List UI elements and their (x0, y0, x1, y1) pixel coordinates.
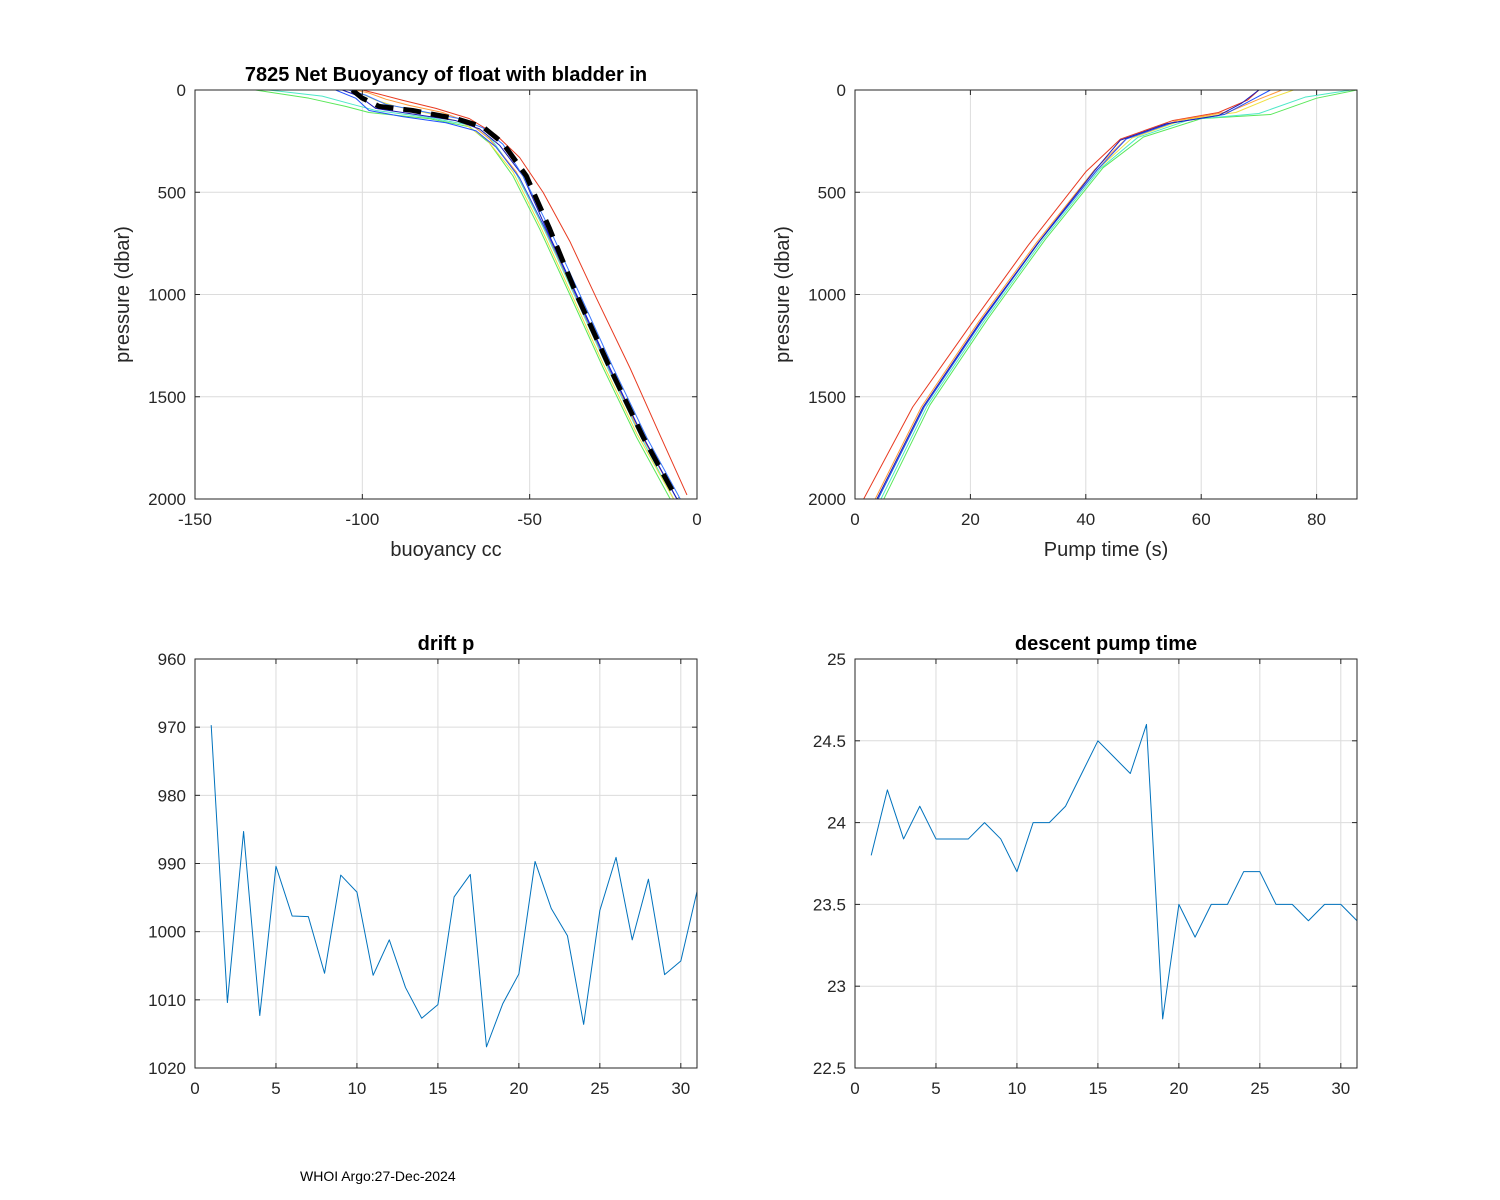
driftp-xtick-label: 25 (590, 1079, 609, 1098)
descentpump-xtick-label: 0 (850, 1079, 859, 1098)
buoyancy-xtick-label: -50 (517, 510, 542, 529)
buoyancy-series-profile-blue-c (348, 90, 681, 499)
pump-time-plot: 0 20 40 60 80 0 500 1000 1500 2000 Pump time (s) pr… (772, 81, 1358, 561)
descentpump-xtick-label: 25 (1250, 1079, 1269, 1098)
buoyancy-title: 7825 Net Buoyancy of float with bladder … (245, 64, 647, 86)
descentpump-ytick-label: 25 (827, 650, 846, 669)
pumptime-xtick-label: 60 (1192, 510, 1211, 529)
buoyancy-ytick-label: 1500 (148, 388, 186, 407)
footer-text: WHOI Argo:27-Dec-2024 (300, 1168, 456, 1184)
buoyancy-mean-line (350, 90, 680, 499)
driftp-ytick-label: 980 (158, 786, 186, 805)
buoyancy-series-profile-red (362, 90, 688, 496)
driftp-ytick-label: 970 (158, 718, 186, 737)
driftp-ytick-label: 960 (158, 650, 186, 669)
drift-p-plot: 0 5 10 15 20 25 30 960 970 980 990 1000 1010 1020 drif… (148, 633, 698, 1098)
buoyancy-series-profile-blue-a (335, 90, 678, 499)
buoyancy-xtick-label: 0 (692, 510, 701, 529)
driftp-title: drift p (418, 633, 475, 655)
driftp-ytick-label: 990 (158, 855, 186, 874)
buoyancy-xtick-label: -150 (178, 510, 212, 529)
descent-pump-time-plot: 0 5 10 15 20 25 30 22.5 23 23.5 24 24.5 25 descent pu… (813, 633, 1358, 1098)
pumptime-series-pump-cyan (880, 90, 1352, 499)
descentpump-title: descent pump time (1015, 633, 1197, 655)
pumptime-ytick-label: 0 (837, 81, 846, 100)
pumptime-series-pump-orange (874, 90, 1283, 499)
descentpump-ytick-label: 24.5 (813, 732, 846, 751)
descentpump-ytick-label: 24 (827, 814, 846, 833)
pumptime-xlabel: Pump time (s) (1044, 539, 1168, 561)
driftp-series-drift-p (210, 725, 697, 1048)
pumptime-series-pump-red (863, 90, 1260, 499)
driftp-xtick-label: 5 (271, 1079, 280, 1098)
descentpump-ytick-label: 23 (827, 977, 846, 996)
descentpump-xtick-label: 20 (1169, 1079, 1188, 1098)
descentpump-ytick-label: 22.5 (813, 1059, 846, 1078)
pumptime-series-pump-green (883, 90, 1357, 499)
pumptime-xtick-label: 40 (1076, 510, 1095, 529)
buoyancy-ytick-label: 2000 (148, 490, 186, 509)
pumptime-ytick-label: 500 (818, 183, 846, 202)
driftp-xtick-label: 15 (428, 1079, 447, 1098)
driftp-ytick-label: 1010 (148, 991, 186, 1010)
pumptime-series-pump-blue-b (876, 90, 1260, 499)
descentpump-ytick-label: 23.5 (813, 895, 846, 914)
descentpump-xtick-label: 30 (1331, 1079, 1350, 1098)
buoyancy-ytick-label: 0 (177, 81, 186, 100)
driftp-xtick-label: 0 (190, 1079, 199, 1098)
buoyancy-ytick-label: 500 (158, 183, 186, 202)
pumptime-ylabel: pressure (dbar) (772, 226, 794, 363)
buoyancy-ytick-label: 1000 (148, 286, 186, 305)
buoyancy-ylabel: pressure (dbar) (112, 226, 134, 363)
driftp-ytick-label: 1020 (148, 1059, 186, 1078)
driftp-series-group (210, 725, 697, 1048)
pumptime-series-pump-blue-a (877, 90, 1271, 499)
driftp-xtick-label: 10 (347, 1079, 366, 1098)
buoyancy-plot: -150 -100 -50 0 0 500 1000 1500 2000 7825 Net Buo… (112, 64, 702, 561)
pumptime-ytick-label: 1500 (808, 388, 846, 407)
driftp-xtick-label: 20 (509, 1079, 528, 1098)
pumptime-xtick-label: 0 (850, 510, 859, 529)
descentpump-series-descent-pump-time (870, 723, 1357, 1020)
descentpump-series-group (870, 723, 1357, 1020)
buoyancy-xtick-label: -100 (345, 510, 379, 529)
descentpump-xtick-label: 10 (1007, 1079, 1026, 1098)
pumptime-ytick-label: 1000 (808, 286, 846, 305)
buoyancy-series-profile-blue-b (342, 90, 678, 499)
pumptime-series-group (863, 90, 1357, 499)
buoyancy-series-profile-cyan (268, 90, 675, 499)
driftp-ytick-label: 1000 (148, 923, 186, 942)
descentpump-xtick-label: 5 (931, 1079, 940, 1098)
descentpump-xtick-label: 15 (1088, 1079, 1107, 1098)
driftp-xtick-label: 30 (671, 1079, 690, 1098)
pumptime-xtick-label: 20 (961, 510, 980, 529)
buoyancy-series-group (255, 90, 688, 499)
pumptime-xtick-label: 80 (1307, 510, 1326, 529)
pumptime-ytick-label: 2000 (808, 490, 846, 509)
descentpump-axes-frame (854, 658, 1358, 1069)
buoyancy-xlabel: buoyancy cc (390, 539, 501, 561)
